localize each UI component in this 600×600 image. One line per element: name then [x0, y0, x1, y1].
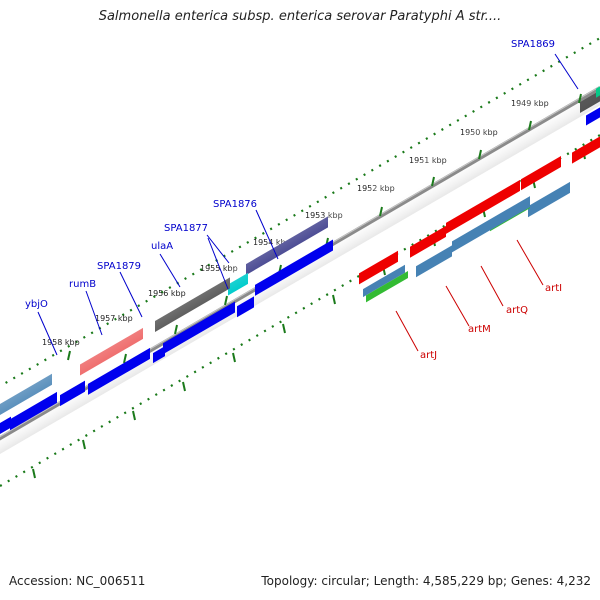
gene-feature — [363, 264, 405, 298]
ruler-tick — [32, 468, 36, 479]
leader-line — [206, 234, 230, 264]
ruler-label: 1957 kbp — [95, 314, 133, 323]
map-title: Salmonella enterica subsp. enterica sero… — [98, 9, 502, 24]
gene-label: SPA1879 — [97, 261, 141, 272]
outer-ruler — [0, 37, 600, 388]
gene-feature — [153, 346, 165, 364]
minus-steel-row — [363, 181, 570, 303]
gene-feature — [521, 156, 561, 191]
ruler-label: 1953 kbp — [305, 211, 343, 220]
gene-feature — [88, 347, 150, 395]
genome-summary-text: Topology: circular; Length: 4,585,229 bp… — [261, 574, 591, 588]
gene-feature — [482, 179, 520, 213]
gene-feature — [366, 270, 408, 303]
gene-feature — [359, 250, 398, 285]
gene-feature — [0, 55, 600, 454]
top-label-leaders — [37, 53, 579, 356]
plus-strand-features — [0, 55, 600, 454]
gene-feature — [572, 136, 600, 164]
leader-line — [255, 209, 279, 260]
gene-feature — [416, 245, 452, 278]
ruler-label: 1956 kbp — [148, 289, 186, 298]
gene-feature — [446, 201, 482, 234]
gene-feature — [452, 196, 530, 253]
leader-line — [37, 311, 58, 356]
leader-line — [207, 237, 229, 290]
leader-line — [516, 239, 544, 286]
gene-feature — [237, 296, 254, 318]
gene-label: SPA1877 — [164, 223, 208, 234]
gene-label: artJ — [420, 350, 437, 361]
gene-feature — [0, 416, 11, 437]
top-gene-labels: SPA1869 SPA1876 SPA1877 ulaA SPA1879 rum… — [25, 39, 555, 310]
bottom-label-leaders — [395, 239, 544, 352]
gene-feature — [586, 107, 600, 126]
leader-line — [395, 310, 419, 352]
leader-line — [554, 53, 579, 90]
leader-line — [480, 265, 504, 307]
ruler-tick — [67, 350, 71, 361]
ruler-label: 1954 kbp — [253, 238, 291, 247]
ruler-tick — [82, 439, 86, 450]
ruler-tick — [332, 294, 336, 305]
accession-text: Accession: NC_006511 — [9, 574, 146, 588]
ruler-label: 1958 kbp — [42, 338, 80, 347]
gene-feature — [410, 225, 446, 258]
minus-red-row — [359, 136, 600, 285]
ruler-tick — [182, 381, 186, 392]
gene-label: ulaA — [151, 241, 173, 252]
gene-label: SPA1869 — [511, 39, 555, 50]
leader-line — [85, 290, 103, 336]
ruler-label: 1955 kbp — [200, 264, 238, 273]
leader-line — [445, 285, 470, 327]
gene-label: artQ — [506, 305, 528, 316]
gene-label: artI — [545, 283, 562, 294]
ruler-tick — [232, 352, 236, 363]
gene-feature — [60, 380, 85, 407]
gene-label: rumB — [69, 279, 96, 290]
gene-label: artM — [468, 324, 491, 335]
ruler-tick — [282, 323, 286, 334]
ruler-tick — [132, 410, 136, 421]
bottom-gene-labels: artI artQ artM artJ — [420, 283, 562, 361]
gene-feature — [163, 301, 235, 355]
gene-label: SPA1876 — [213, 199, 257, 210]
leader-line — [159, 253, 181, 288]
gene-feature — [10, 391, 57, 431]
gene-label: ybjO — [25, 299, 48, 310]
gene-feature — [528, 181, 570, 218]
forward-cds-row — [0, 107, 600, 437]
gene-feature — [255, 239, 333, 296]
leader-line — [119, 271, 143, 318]
